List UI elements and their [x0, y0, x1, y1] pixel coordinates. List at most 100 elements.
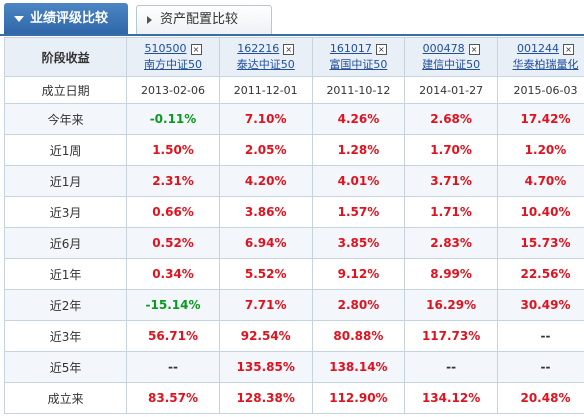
return-value: 2.31% — [126, 165, 220, 197]
return-value: 138.14% — [311, 351, 406, 383]
return-value: 3.71% — [404, 165, 498, 197]
return-value: 20.48% — [496, 382, 584, 414]
return-value: 4.70% — [496, 165, 584, 197]
return-value: 2.68% — [404, 103, 498, 135]
remove-fund-icon[interactable]: × — [283, 44, 295, 55]
table-row: 近5年 -- 135.85% 138.14% -- -- — [3, 351, 584, 383]
return-value: -15.14% — [126, 289, 220, 321]
fund-name-link[interactable]: 富国中证50 — [329, 58, 388, 71]
return-value: 17.42% — [496, 103, 584, 135]
inception-date: 2014-01-27 — [404, 76, 498, 104]
table-row-inception: 成立日期 2013-02-06 2011-12-01 2011-10-12 20… — [3, 76, 584, 104]
return-value: 1.57% — [311, 196, 406, 228]
return-value: 30.49% — [496, 289, 584, 321]
stage-header: 阶段收益 — [3, 37, 128, 77]
return-value: 2.80% — [311, 289, 406, 321]
return-value: 4.01% — [311, 165, 406, 197]
table-row: 近2年 -15.14% 7.71% 2.80% 16.29% 30.49% — [3, 289, 584, 321]
return-value: 4.26% — [311, 103, 406, 135]
return-value: 56.71% — [126, 320, 220, 352]
table-row: 近3月 0.66% 3.86% 1.57% 1.71% 10.40% — [3, 196, 584, 228]
return-value: 5.52% — [218, 258, 313, 290]
fund-header-1: 510500 × 南方中证50 — [126, 37, 220, 77]
return-value: 80.88% — [311, 320, 406, 352]
row-label: 今年来 — [3, 103, 128, 135]
fund-header-2: 162216 × 泰达中证50 — [218, 37, 313, 77]
return-value: 112.90% — [311, 382, 406, 414]
return-value: 7.71% — [218, 289, 313, 321]
return-value: 92.54% — [218, 320, 313, 352]
return-value: 1.20% — [496, 134, 584, 166]
fund-header-5: 001244 × 华泰柏瑞量化 — [496, 37, 584, 77]
return-value: 4.20% — [218, 165, 313, 197]
table-row: 近3年 56.71% 92.54% 80.88% 117.73% -- — [3, 320, 584, 352]
remove-fund-icon[interactable]: × — [375, 44, 387, 55]
return-value: 1.71% — [404, 196, 498, 228]
return-value: 0.34% — [126, 258, 220, 290]
return-value: 8.99% — [404, 258, 498, 290]
caret-down-icon — [14, 15, 24, 22]
return-value: 135.85% — [218, 351, 313, 383]
fund-code-link[interactable]: 001244 — [516, 42, 559, 55]
return-value: 2.05% — [218, 134, 313, 166]
performance-table: 阶段收益 510500 × 南方中证50 162216 × 泰达中证50 16101… — [3, 37, 584, 414]
row-label: 近5年 — [3, 351, 128, 383]
table-row: 近1月 2.31% 4.20% 4.01% 3.71% 4.70% — [3, 165, 584, 197]
table-row: 成立来 83.57% 128.38% 112.90% 134.12% 20.48% — [3, 382, 584, 414]
fund-name-link[interactable]: 泰达中证50 — [236, 58, 295, 71]
tab-asset-allocation[interactable]: 资产配置比较 — [136, 5, 272, 34]
fund-code-link[interactable]: 162216 — [237, 42, 280, 55]
remove-fund-icon[interactable]: × — [562, 44, 574, 55]
return-value: 3.85% — [311, 227, 406, 259]
fund-code-link[interactable]: 000478 — [422, 42, 465, 55]
return-value: -- — [404, 351, 498, 383]
inception-date: 2011-10-12 — [311, 76, 406, 104]
table-row: 近1年 0.34% 5.52% 9.12% 8.99% 22.56% — [3, 258, 584, 290]
return-value: 134.12% — [404, 382, 498, 414]
fund-code-link[interactable]: 161017 — [329, 42, 372, 55]
row-label: 近1年 — [3, 258, 128, 290]
row-label: 近1月 — [3, 165, 128, 197]
return-value: -0.11% — [126, 103, 220, 135]
return-value: 0.66% — [126, 196, 220, 228]
return-value: 15.73% — [496, 227, 584, 259]
fund-header-3: 161017 × 富国中证50 — [311, 37, 406, 77]
row-label: 近3年 — [3, 320, 128, 352]
remove-fund-icon[interactable]: × — [468, 44, 480, 55]
fund-header-4: 000478 × 建信中证50 — [404, 37, 498, 77]
table-row: 近1周 1.50% 2.05% 1.28% 1.70% 1.20% — [3, 134, 584, 166]
return-value: 1.50% — [126, 134, 220, 166]
row-label: 成立日期 — [3, 76, 128, 104]
tab-bar: 业绩评级比较 资产配置比较 — [0, 0, 584, 36]
row-label: 近3月 — [3, 196, 128, 228]
table-row: 近6月 0.52% 6.94% 3.85% 2.83% 15.73% — [3, 227, 584, 259]
return-value: 9.12% — [311, 258, 406, 290]
return-value: 22.56% — [496, 258, 584, 290]
tab-performance-rating[interactable]: 业绩评级比较 — [4, 3, 128, 34]
fund-name-link[interactable]: 建信中证50 — [422, 58, 481, 71]
inception-date: 2015-06-03 — [496, 76, 584, 104]
fund-name-link[interactable]: 华泰柏瑞量化 — [512, 58, 579, 71]
return-value: 128.38% — [218, 382, 313, 414]
row-label: 近1周 — [3, 134, 128, 166]
remove-fund-icon[interactable]: × — [190, 44, 202, 55]
row-label: 近2年 — [3, 289, 128, 321]
tab-label: 业绩评级比较 — [30, 11, 109, 26]
fund-name-link[interactable]: 南方中证50 — [144, 58, 202, 71]
return-value: 3.86% — [218, 196, 313, 228]
inception-date: 2011-12-01 — [218, 76, 313, 104]
fund-code-link[interactable]: 510500 — [144, 42, 187, 55]
return-value: 2.83% — [404, 227, 498, 259]
return-value: 0.52% — [126, 227, 220, 259]
return-value: 6.94% — [218, 227, 313, 259]
return-value: 117.73% — [404, 320, 498, 352]
row-label: 近6月 — [3, 227, 128, 259]
row-label: 成立来 — [3, 382, 128, 414]
return-value: 83.57% — [126, 382, 220, 414]
inception-date: 2013-02-06 — [126, 76, 220, 104]
return-value: -- — [496, 320, 584, 352]
return-value: 10.40% — [496, 196, 584, 228]
return-value: 16.29% — [404, 289, 498, 321]
tab-label: 资产配置比较 — [160, 12, 239, 27]
return-value: 7.10% — [218, 103, 313, 135]
